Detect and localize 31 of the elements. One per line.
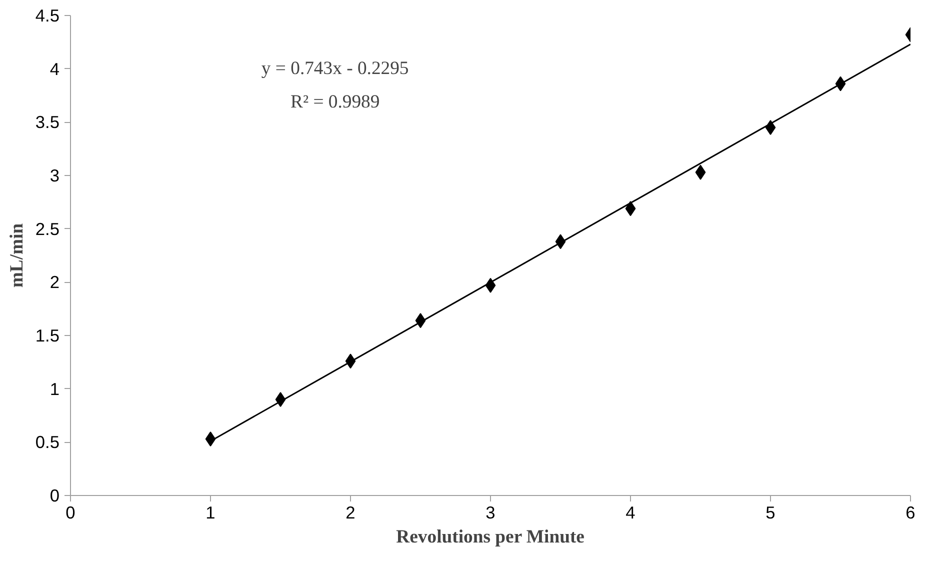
x-tick-label: 3 xyxy=(486,502,496,522)
y-tick-label: 0.5 xyxy=(35,432,60,452)
y-tick-label: 4.5 xyxy=(35,6,60,26)
y-tick-label: 0 xyxy=(50,486,60,506)
point xyxy=(485,278,496,293)
annotation: R² = 0.9989 xyxy=(290,91,380,112)
x-tick-label: 4 xyxy=(626,502,636,522)
point xyxy=(625,201,636,216)
x-axis-title: Revolutions per Minute xyxy=(396,526,584,548)
y-axis-title: mL/min xyxy=(6,222,28,288)
annotation: y = 0.743x - 0.2295 xyxy=(261,58,409,79)
y-tick-label: 2 xyxy=(50,272,60,292)
point xyxy=(345,354,356,369)
y-tick-label: 1 xyxy=(50,378,60,399)
point xyxy=(415,313,426,328)
point xyxy=(835,76,846,92)
x-tick-label: 0 xyxy=(66,502,76,522)
y-tick-label: 3.5 xyxy=(35,112,60,132)
point xyxy=(695,164,706,180)
x-tick-label: 2 xyxy=(346,502,356,522)
x-tick-label: 5 xyxy=(766,502,776,522)
y-tick-label: 3 xyxy=(50,166,60,186)
y-tick-label: 4 xyxy=(50,58,60,79)
x-tick-label: 1 xyxy=(206,502,216,522)
y-tick-label: 1.5 xyxy=(35,326,60,346)
point xyxy=(275,392,286,407)
point xyxy=(765,120,776,135)
point xyxy=(205,431,216,446)
point xyxy=(555,234,566,250)
x-tick-label: 6 xyxy=(906,502,916,522)
y-tick-label: 2.5 xyxy=(35,218,60,239)
